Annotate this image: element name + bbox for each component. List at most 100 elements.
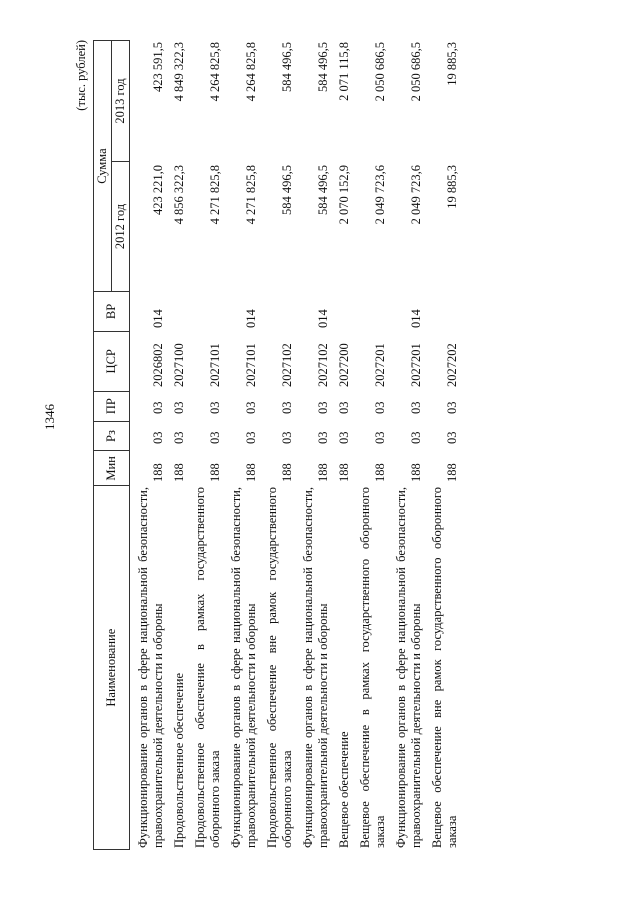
header-2013: 2013 год [113, 78, 128, 124]
cell-name: Вещевое обеспечение [337, 731, 351, 849]
cell-y2012: 2 070 152,9 [337, 165, 351, 225]
cell-min: 188 [151, 463, 165, 482]
header-pr: ПР [94, 390, 129, 421]
cell-rz: 03 [409, 431, 423, 445]
header-vr: ВР [94, 291, 129, 331]
cell-vr: 014 [316, 309, 330, 328]
cell-y2012: 4 856 322,3 [172, 165, 186, 225]
cell-name: Функционирование органов в сфере национа… [394, 487, 423, 848]
cell-min: 188 [208, 463, 222, 482]
cell-pr: 03 [316, 401, 330, 415]
header-sum-label: Сумма [94, 41, 113, 292]
cell-pr: 03 [208, 401, 222, 415]
budget-table: Наименование Мин Рз ПР ЦСР ВР Сумма 2012… [93, 40, 460, 850]
cell-pr: 03 [409, 401, 423, 415]
cell-y2013: 19 885,3 [445, 42, 459, 86]
table-row: Функционирование органов в сфере национа… [130, 40, 166, 850]
cell-y2013: 584 496,5 [280, 42, 294, 92]
cell-y2012: 2 049 723,6 [373, 165, 387, 225]
cell-y2012: 4 271 825,8 [244, 165, 258, 225]
cell-name: Продовольственное обеспечение вне рамок … [265, 487, 294, 848]
table-row: Функционирование органов в сфере национа… [388, 40, 424, 850]
cell-pr: 03 [172, 401, 186, 415]
cell-rz: 03 [316, 431, 330, 445]
header-name: Наименование [94, 485, 129, 849]
cell-pr: 03 [373, 401, 387, 415]
cell-csr: 2026802 [151, 343, 165, 387]
cell-rz: 03 [445, 431, 459, 445]
cell-pr: 03 [151, 401, 165, 415]
cell-rz: 03 [151, 431, 165, 445]
cell-y2012: 584 496,5 [280, 165, 294, 215]
cell-rz: 03 [337, 431, 351, 445]
cell-name: Продовольственное обеспечение в рамках г… [193, 487, 222, 848]
cell-y2013: 4 849 322,3 [172, 42, 186, 102]
cell-pr: 03 [280, 401, 294, 415]
table-body: Функционирование органов в сфере национа… [130, 40, 460, 850]
header-min: Мин [94, 450, 129, 486]
cell-min: 188 [409, 463, 423, 482]
table-row: Вещевое обеспечение в рамках государстве… [352, 40, 388, 850]
cell-min: 188 [316, 463, 330, 482]
cell-y2013: 2 071 115,8 [337, 42, 351, 101]
table-row: Продовольственное обеспечение вне рамок … [259, 40, 295, 850]
cell-y2012: 19 885,3 [445, 165, 459, 209]
cell-name: Функционирование органов в сфере национа… [229, 487, 258, 848]
cell-rz: 03 [373, 431, 387, 445]
cell-csr: 2027201 [373, 343, 387, 387]
cell-rz: 03 [172, 431, 186, 445]
cell-csr: 2027101 [208, 343, 222, 387]
cell-y2012: 584 496,5 [316, 165, 330, 215]
table-row: Функционирование органов в сфере национа… [295, 40, 331, 850]
cell-pr: 03 [337, 401, 351, 415]
cell-csr: 2027102 [316, 343, 330, 387]
cell-vr: 014 [409, 309, 423, 328]
cell-csr: 2027101 [244, 343, 258, 387]
cell-min: 188 [244, 463, 258, 482]
cell-min: 188 [172, 463, 186, 482]
header-sum: Сумма 2012 год 2013 год [94, 41, 129, 292]
cell-csr: 2027102 [280, 343, 294, 387]
cell-min: 188 [337, 463, 351, 482]
cell-y2013: 2 050 686,5 [409, 42, 423, 102]
cell-name: Вещевое обеспечение вне рамок государств… [430, 487, 459, 848]
cell-csr: 2027100 [172, 343, 186, 387]
cell-rz: 03 [208, 431, 222, 445]
cell-vr: 014 [244, 309, 258, 328]
cell-name: Функционирование органов в сфере национа… [136, 487, 165, 848]
cell-csr: 2027201 [409, 343, 423, 387]
table-row: Вещевое обеспечение вне рамок государств… [424, 40, 460, 850]
cell-y2012: 2 049 723,6 [409, 165, 423, 225]
table-header: Наименование Мин Рз ПР ЦСР ВР Сумма 2012… [93, 40, 130, 850]
cell-csr: 2027200 [337, 343, 351, 387]
cell-name: Продовольственное обеспечение [172, 673, 186, 848]
table-row: Функционирование органов в сфере национа… [223, 40, 259, 850]
header-2012: 2012 год [112, 161, 129, 292]
cell-pr: 03 [445, 401, 459, 415]
cell-min: 188 [373, 463, 387, 482]
cell-vr: 014 [151, 309, 165, 328]
cell-csr: 2027202 [445, 343, 459, 387]
cell-min: 188 [445, 463, 459, 482]
table-row: Вещевое обеспечение 188 03 03 2027200 2 070 1… [331, 40, 352, 850]
header-csr: ЦСР [94, 330, 129, 391]
cell-y2013: 584 496,5 [316, 42, 330, 92]
cell-name: Функционирование органов в сфере национа… [301, 487, 330, 848]
cell-name: Вещевое обеспечение в рамках государстве… [358, 487, 387, 848]
units-label: (тыс. рублей) [74, 40, 88, 111]
table-row: Продовольственное обеспечение в рамках г… [187, 40, 223, 850]
cell-y2013: 423 591,5 [151, 42, 165, 92]
cell-y2013: 4 264 825,8 [244, 42, 258, 102]
cell-pr: 03 [244, 401, 258, 415]
cell-rz: 03 [244, 431, 258, 445]
cell-y2013: 2 050 686,5 [373, 42, 387, 102]
header-rz: Рз [94, 420, 129, 451]
cell-y2013: 4 264 825,8 [208, 42, 222, 102]
page-number: 1346 [42, 404, 57, 430]
cell-y2012: 423 221,0 [151, 165, 165, 215]
cell-rz: 03 [280, 431, 294, 445]
cell-y2012: 4 271 825,8 [208, 165, 222, 225]
cell-min: 188 [280, 463, 294, 482]
table-row: Продовольственное обеспечение 188 03 03 2027… [166, 40, 187, 850]
